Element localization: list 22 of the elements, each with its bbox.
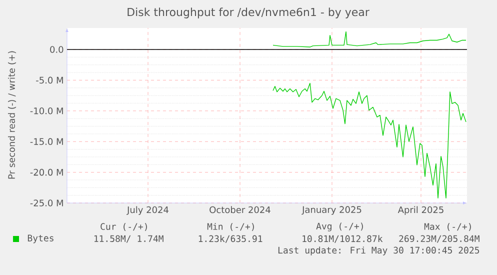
y-tick-label: -15.0 M — [30, 138, 63, 145]
chart-title: Disk throughput for /dev/nvme6n1 - by year — [128, 8, 370, 18]
legend-label: Bytes — [28, 234, 54, 244]
text: Avg (-/+) — [316, 222, 363, 232]
y-tick-label: -25.0 M — [30, 200, 63, 206]
y-tick-label: -5.0 M — [36, 76, 63, 84]
text: 11.58M/ 1.74M — [94, 235, 164, 243]
y-tick-label: -20.0 M — [30, 168, 63, 176]
x-tick-label: October 2024 — [210, 206, 270, 214]
text: Cur (-/+) — [100, 222, 147, 231]
text: 1.23k/635.91 — [198, 235, 262, 243]
text: Last update: Fri May 30 17:00:45 2025 — [278, 246, 480, 256]
text: 269.23M/205.84M — [399, 235, 480, 243]
x-tick-label: April 2025 — [398, 206, 444, 215]
y-axis-title: Pr second read (-) / write (+) — [8, 51, 16, 179]
y-tick-label: 0.0 — [50, 46, 64, 53]
x-tick-label: January 2025 — [302, 206, 362, 215]
y-tick-label: -10.0 M — [30, 107, 63, 114]
text: 10.81M/1012.87k — [302, 235, 383, 243]
text: Max (-/+) — [424, 222, 471, 231]
text: Min (-/+) — [207, 222, 254, 232]
x-tick-label: July 2024 — [126, 206, 168, 215]
